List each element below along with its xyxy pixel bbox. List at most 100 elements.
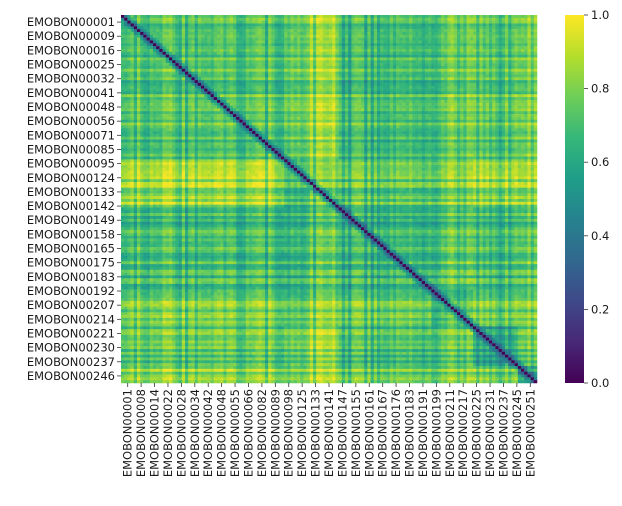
heatmap-cell: [268, 119, 272, 123]
heatmap-cell: [473, 108, 477, 112]
heatmap-cell: [345, 23, 349, 27]
heatmap-cell: [181, 17, 186, 21]
heatmap-cell: [485, 34, 490, 38]
heatmap-cell: [489, 60, 493, 64]
heatmap-cell: [393, 15, 397, 19]
heatmap-cell: [453, 60, 458, 64]
heatmap-cell: [201, 97, 205, 101]
heatmap-cell: [492, 99, 496, 104]
heatmap-cell: [361, 119, 365, 123]
heatmap-cell: [533, 97, 538, 101]
heatmap-cell: [441, 82, 445, 87]
heatmap-cell: [194, 15, 199, 19]
heatmap-cell: [489, 63, 493, 67]
heatmap-cell: [399, 85, 403, 89]
heatmap-cell: [191, 102, 195, 106]
heatmap-cell: [271, 48, 275, 53]
heatmap-cell: [357, 54, 362, 58]
heatmap-cell: [284, 71, 288, 75]
heatmap-cell: [319, 91, 323, 95]
heatmap-cell: [127, 15, 131, 19]
heatmap-cell: [169, 74, 173, 78]
heatmap-cell: [213, 94, 218, 98]
heatmap-cell: [293, 65, 298, 70]
heatmap-cell: [421, 34, 426, 38]
heatmap-cell: [501, 43, 506, 47]
heatmap-cell: [412, 119, 416, 123]
heatmap-cell: [284, 51, 288, 55]
heatmap-cell: [242, 31, 247, 36]
heatmap-cell: [514, 60, 519, 64]
heatmap-cell: [517, 108, 522, 112]
heatmap-cell: [245, 15, 250, 19]
heatmap-cell: [367, 116, 371, 120]
heatmap-cell: [316, 57, 320, 61]
heatmap-cell: [149, 99, 154, 104]
heatmap-cell: [329, 26, 333, 30]
heatmap-cell: [441, 77, 445, 81]
heatmap-cell: [185, 71, 189, 75]
heatmap-cell: [425, 91, 429, 95]
heatmap-cell: [242, 68, 247, 72]
heatmap-cell: [460, 34, 464, 38]
heatmap-cell: [226, 122, 231, 126]
heatmap-cell: [527, 116, 531, 120]
heatmap-cell: [473, 63, 477, 67]
heatmap-cell: [329, 94, 333, 98]
heatmap-cell: [236, 94, 240, 98]
heatmap-cell: [530, 105, 535, 109]
heatmap-cell: [124, 34, 128, 38]
heatmap-cell: [252, 97, 256, 101]
heatmap-cell: [188, 63, 192, 67]
heatmap-cell: [514, 57, 519, 61]
heatmap-cell: [418, 80, 423, 84]
heatmap-cell: [428, 102, 432, 106]
heatmap-cell: [335, 43, 339, 47]
heatmap-cell: [223, 23, 227, 27]
heatmap-cell: [236, 54, 240, 58]
heatmap-cell: [290, 57, 295, 61]
heatmap-cell: [146, 105, 151, 109]
heatmap-cell: [197, 94, 202, 98]
heatmap-cell: [332, 80, 336, 84]
heatmap-cell: [405, 46, 410, 50]
heatmap-cell: [274, 26, 279, 30]
heatmap-cell: [479, 65, 483, 70]
heatmap-cell: [149, 65, 154, 70]
heatmap-cell: [169, 105, 173, 109]
heatmap-cell: [271, 26, 275, 30]
heatmap-cell: [517, 46, 522, 50]
heatmap-cell: [495, 108, 499, 112]
heatmap-cell: [530, 94, 535, 98]
heatmap-cell: [287, 91, 291, 95]
heatmap-cell: [153, 60, 157, 64]
heatmap-cell: [444, 105, 448, 109]
heatmap-cell: [181, 91, 186, 95]
heatmap-cell: [517, 116, 522, 120]
heatmap-cell: [175, 68, 179, 72]
heatmap-cell: [249, 51, 253, 55]
heatmap-cell: [153, 108, 157, 112]
heatmap-cell: [492, 26, 496, 30]
heatmap-cell: [434, 46, 439, 50]
heatmap-cell: [239, 63, 243, 67]
heatmap-cell: [351, 108, 355, 112]
heatmap-cell: [245, 26, 250, 30]
heatmap-cell: [188, 20, 192, 24]
heatmap-cell: [297, 48, 301, 53]
heatmap-cell: [444, 116, 448, 120]
heatmap-cell: [165, 111, 170, 115]
heatmap-cell: [501, 71, 506, 75]
heatmap-cell: [133, 15, 138, 19]
heatmap-cell: [511, 68, 515, 72]
heatmap-cell: [521, 111, 525, 115]
heatmap-cell: [453, 20, 458, 24]
heatmap-cell: [351, 77, 355, 81]
heatmap-cell: [383, 88, 387, 92]
heatmap-cell: [332, 68, 336, 72]
heatmap-cell: [162, 108, 167, 112]
heatmap-cell: [197, 114, 202, 118]
heatmap-cell: [319, 111, 323, 115]
heatmap-cell: [265, 94, 269, 98]
heatmap-cell: [207, 119, 211, 123]
